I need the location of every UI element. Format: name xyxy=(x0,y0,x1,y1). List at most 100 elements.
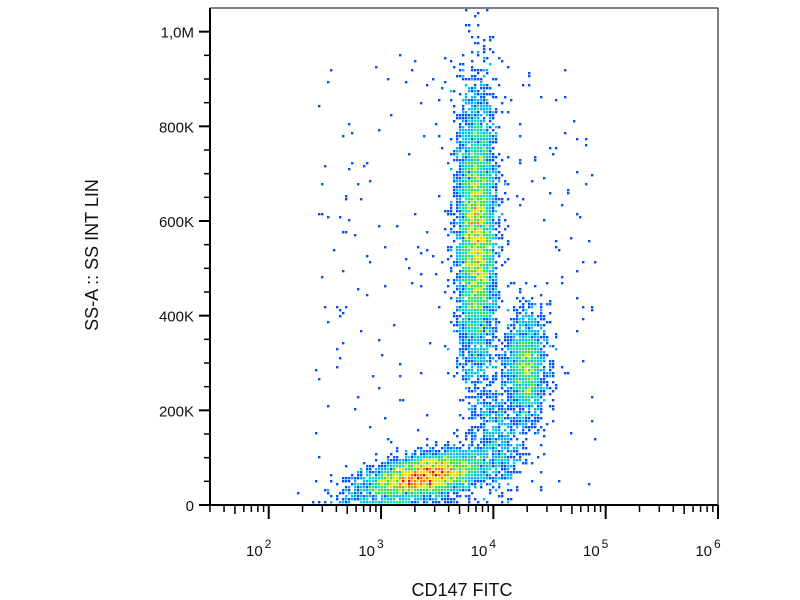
event-dot xyxy=(345,231,348,234)
event-dot xyxy=(495,465,498,468)
event-dot xyxy=(471,246,474,249)
event-dot xyxy=(420,462,423,465)
event-dot xyxy=(456,177,459,180)
event-dot xyxy=(486,141,489,144)
event-dot xyxy=(498,252,501,255)
event-dot xyxy=(549,147,552,150)
event-dot xyxy=(510,324,513,327)
event-dot xyxy=(468,273,471,276)
event-dot xyxy=(507,183,510,186)
event-dot xyxy=(435,453,438,456)
event-dot xyxy=(501,357,504,360)
event-dot xyxy=(540,315,543,318)
event-dot xyxy=(420,372,423,375)
event-dot xyxy=(465,24,468,27)
event-dot xyxy=(426,456,429,459)
event-dot xyxy=(534,426,537,429)
event-dot xyxy=(399,486,402,489)
event-dot xyxy=(507,339,510,342)
event-dot xyxy=(480,414,483,417)
event-dot xyxy=(480,486,483,489)
event-dot xyxy=(432,474,435,477)
event-dot xyxy=(495,324,498,327)
event-dot xyxy=(468,312,471,315)
event-dot xyxy=(414,489,417,492)
event-dot xyxy=(474,372,477,375)
event-dot xyxy=(459,276,462,279)
event-dot xyxy=(480,87,483,90)
event-dot xyxy=(495,372,498,375)
event-dot xyxy=(510,333,513,336)
event-dot xyxy=(438,453,441,456)
event-dot xyxy=(492,459,495,462)
event-dot xyxy=(492,429,495,432)
event-dot xyxy=(510,360,513,363)
event-dot xyxy=(402,486,405,489)
event-dot xyxy=(516,363,519,366)
event-dot xyxy=(429,483,432,486)
event-dot xyxy=(465,306,468,309)
event-dot xyxy=(489,162,492,165)
event-dot xyxy=(447,444,450,447)
event-dot xyxy=(444,468,447,471)
event-dot xyxy=(501,462,504,465)
event-dot xyxy=(465,288,468,291)
event-dot xyxy=(429,474,432,477)
event-dot xyxy=(531,327,534,330)
event-dot xyxy=(462,237,465,240)
event-dot xyxy=(387,456,390,459)
event-dot xyxy=(519,339,522,342)
event-dot xyxy=(513,369,516,372)
event-dot xyxy=(453,213,456,216)
event-dot xyxy=(489,273,492,276)
event-dot xyxy=(462,183,465,186)
event-dot xyxy=(489,147,492,150)
event-dot xyxy=(504,456,507,459)
event-dot xyxy=(453,471,456,474)
event-dot xyxy=(420,273,423,276)
event-dot xyxy=(480,318,483,321)
event-dot xyxy=(498,180,501,183)
event-dot xyxy=(474,141,477,144)
event-dot xyxy=(369,180,372,183)
event-dot xyxy=(504,366,507,369)
event-dot xyxy=(450,447,453,450)
event-dot xyxy=(516,489,519,492)
event-dot xyxy=(462,231,465,234)
event-dot xyxy=(468,450,471,453)
event-dot xyxy=(525,312,528,315)
event-dot xyxy=(456,273,459,276)
event-dot xyxy=(378,480,381,483)
event-dot xyxy=(492,201,495,204)
event-dot xyxy=(471,249,474,252)
event-dot xyxy=(489,48,492,51)
event-dot xyxy=(453,195,456,198)
event-dot xyxy=(381,480,384,483)
event-dot xyxy=(486,261,489,264)
event-dot xyxy=(483,327,486,330)
event-dot xyxy=(522,384,525,387)
event-dot xyxy=(498,408,501,411)
event-dot xyxy=(444,450,447,453)
event-dot xyxy=(330,69,333,72)
event-dot xyxy=(441,453,444,456)
event-dot xyxy=(465,459,468,462)
event-dot xyxy=(471,180,474,183)
event-dot xyxy=(348,492,351,495)
event-dot xyxy=(513,408,516,411)
event-dot xyxy=(486,420,489,423)
event-dot xyxy=(477,177,480,180)
event-dot xyxy=(516,351,519,354)
event-dot xyxy=(522,318,525,321)
event-dot xyxy=(390,468,393,471)
event-dot xyxy=(462,117,465,120)
event-dot xyxy=(492,114,495,117)
event-dot xyxy=(459,252,462,255)
event-dot xyxy=(459,291,462,294)
event-dot xyxy=(396,450,399,453)
event-dot xyxy=(483,273,486,276)
event-dot xyxy=(456,117,459,120)
event-dot xyxy=(504,219,507,222)
event-dot xyxy=(474,240,477,243)
